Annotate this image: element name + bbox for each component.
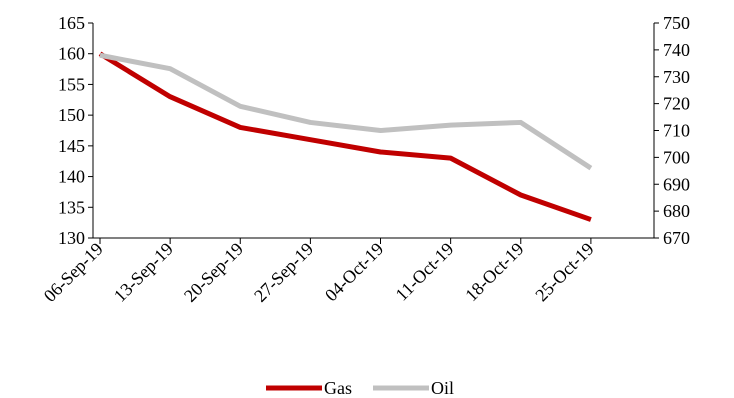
left-tick-label: 160 [58,44,85,64]
right-tick-label: 720 [663,94,690,114]
left-tick-label: 135 [58,197,85,217]
x-tick-label: 04-Oct-19 [321,239,387,305]
left-tick-label: 145 [58,136,85,156]
right-tick-label: 710 [663,121,690,141]
right-tick-label: 670 [663,228,690,248]
right-tick-label: 690 [663,174,690,194]
x-tick-label: 20-Sep-19 [180,239,247,306]
left-tick-label: 155 [58,74,85,94]
legend-label-oil: Oil [431,378,454,398]
x-tick-label: 25-Oct-19 [531,239,597,305]
left-tick-label: 140 [58,167,85,187]
legend-label-gas: Gas [324,378,352,398]
left-tick-label: 165 [58,13,85,33]
right-tick-label: 680 [663,201,690,221]
right-tick-label: 730 [663,67,690,87]
x-tick-label: 13-Sep-19 [110,239,177,306]
x-tick-label: 27-Sep-19 [250,239,317,306]
axes: 130 135 140 145 150 155 160 165 670 680 690 700 710 7… [40,13,690,306]
x-tick-label: 11-Oct-19 [391,239,457,305]
right-tick-label: 750 [663,13,690,33]
right-tick-label: 700 [663,147,690,167]
series-line-gas [98,51,592,222]
x-tick-label: 06-Sep-19 [40,239,107,306]
right-tick-label: 740 [663,40,690,60]
left-tick-label: 150 [58,105,85,125]
legend: Gas Oil [266,378,454,398]
left-tick-label: 130 [58,228,85,248]
series-layer [98,51,593,222]
x-tick-label: 18-Oct-19 [461,239,527,305]
series-line-oil [99,52,593,171]
